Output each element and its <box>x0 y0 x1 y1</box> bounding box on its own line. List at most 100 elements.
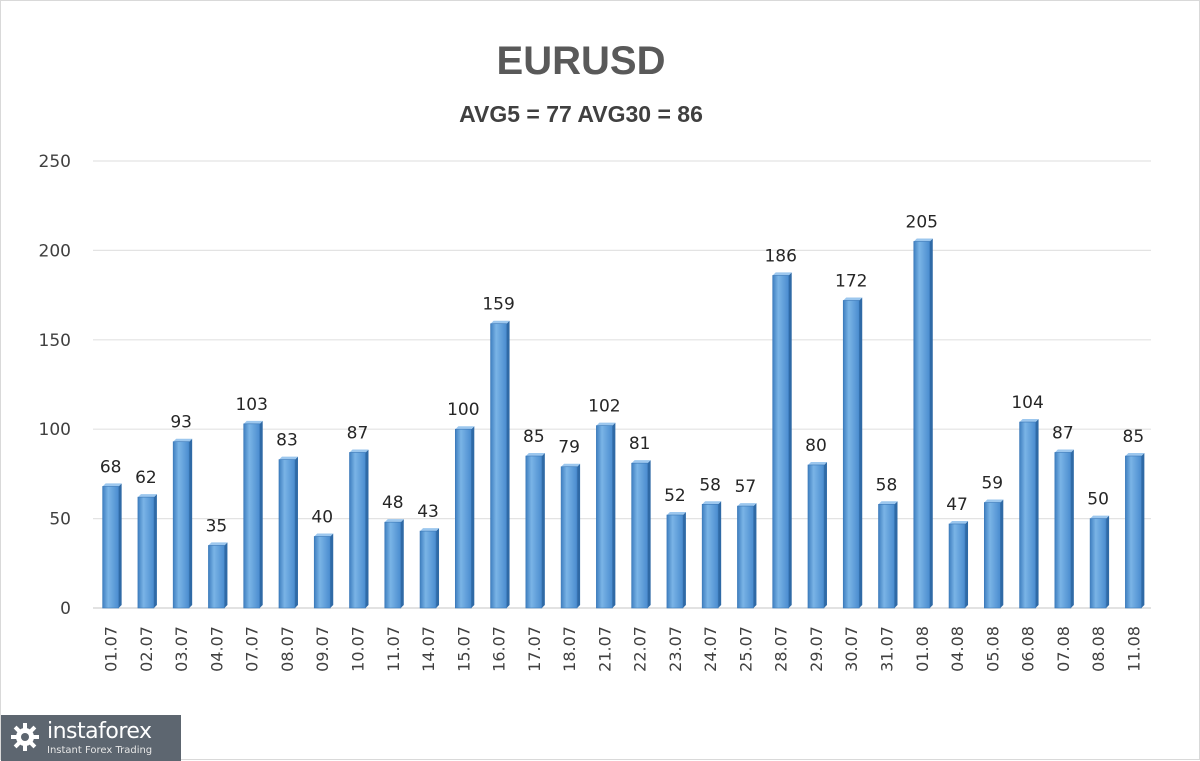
data-label: 102 <box>588 397 620 417</box>
bar <box>737 505 754 609</box>
bar-top <box>666 512 686 516</box>
bar <box>313 536 331 609</box>
bar-side <box>1106 515 1110 608</box>
bar-top <box>1054 449 1074 453</box>
bar <box>878 503 895 609</box>
x-tick-label: 28.07 <box>772 626 791 672</box>
x-tick-label: 08.08 <box>1089 626 1108 672</box>
data-label: 100 <box>447 400 479 420</box>
x-tick-label: 07.07 <box>243 626 262 672</box>
data-label: 159 <box>482 295 514 315</box>
bar <box>631 462 648 609</box>
bar-top <box>807 461 827 465</box>
gear-logo-icon <box>11 723 39 751</box>
bar-side <box>330 533 334 608</box>
data-label: 85 <box>523 427 545 447</box>
bar-top <box>490 320 510 324</box>
x-tick-label: 09.07 <box>313 626 332 672</box>
bar <box>842 300 860 609</box>
x-tick-label: 02.07 <box>137 626 156 672</box>
bar-top <box>173 438 193 442</box>
bar-side <box>294 456 298 608</box>
chart-title: EURUSD <box>496 39 666 83</box>
data-label: 85 <box>1123 427 1145 447</box>
x-tick-label: 17.07 <box>525 626 544 672</box>
bar-side <box>400 519 404 608</box>
data-label: 59 <box>981 474 1003 494</box>
data-label: 35 <box>206 516 228 536</box>
bar-side <box>859 297 863 608</box>
x-tick-label: 04.08 <box>948 626 967 672</box>
data-label: 48 <box>382 493 404 513</box>
y-tick-label: 50 <box>49 510 71 530</box>
bar <box>419 530 437 609</box>
bar <box>137 496 155 609</box>
y-tick-label: 150 <box>39 331 71 351</box>
x-tick-label: 11.07 <box>384 626 403 672</box>
bar-side <box>541 453 545 608</box>
x-tick-label: 06.08 <box>1019 626 1038 672</box>
x-tick-label: 03.07 <box>172 626 191 672</box>
x-tick-label: 22.07 <box>631 626 650 672</box>
bar-side <box>189 438 193 608</box>
x-tick-label: 29.07 <box>807 626 826 672</box>
bar-top <box>631 460 651 464</box>
bar-side <box>929 238 933 608</box>
bar-top <box>455 426 475 430</box>
bar-side <box>965 520 969 608</box>
data-label: 58 <box>876 475 898 495</box>
data-label: 47 <box>946 495 968 515</box>
x-tick-label: 15.07 <box>454 626 473 672</box>
bar-top <box>913 238 933 242</box>
bar-top <box>278 456 298 460</box>
logo-brand-text: instaforex <box>47 719 152 744</box>
data-label: 79 <box>558 438 580 458</box>
bar-top <box>420 528 440 532</box>
x-tick-label: 11.08 <box>1124 626 1143 672</box>
x-tick-label: 08.07 <box>278 626 297 672</box>
bar-top <box>984 499 1004 503</box>
bar-top <box>843 297 863 301</box>
bar <box>384 521 402 609</box>
bar <box>1019 421 1036 609</box>
bar <box>560 466 578 609</box>
bar-top <box>314 533 334 537</box>
bar-top <box>772 272 792 276</box>
data-label: 205 <box>906 212 938 232</box>
data-labels: 68 62 93 35 103 83 40 87 48 43 100 159 85 79 102 81 52 58… <box>100 212 1144 536</box>
data-label: 172 <box>835 271 867 291</box>
bar-top <box>737 503 757 507</box>
data-label: 62 <box>135 468 157 488</box>
data-label: 186 <box>764 246 796 266</box>
data-label: 58 <box>699 475 721 495</box>
bar-side <box>753 503 757 608</box>
x-tick-label: 01.08 <box>913 626 932 672</box>
bar-side <box>471 426 475 608</box>
bar <box>172 441 190 609</box>
y-tick-label: 200 <box>39 241 71 261</box>
bar-side <box>118 483 122 608</box>
bar-top <box>561 463 581 467</box>
bars <box>102 238 1145 609</box>
bar-top <box>137 494 157 498</box>
bar-side <box>577 463 581 608</box>
bar <box>490 323 507 609</box>
bar-side <box>1141 453 1145 608</box>
bar <box>208 545 225 609</box>
bar <box>983 502 1001 609</box>
bar <box>913 241 931 609</box>
bar <box>1054 452 1072 609</box>
bar <box>596 425 613 609</box>
y-tick-label: 250 <box>39 152 71 172</box>
data-label: 83 <box>276 431 298 451</box>
bar <box>278 459 296 609</box>
bar-top <box>525 453 545 457</box>
bar-side <box>1070 449 1074 608</box>
x-tick-label: 18.07 <box>560 626 579 672</box>
data-label: 80 <box>805 436 827 456</box>
bar <box>349 452 366 609</box>
bar-side <box>224 542 228 608</box>
bar-side <box>506 320 510 608</box>
